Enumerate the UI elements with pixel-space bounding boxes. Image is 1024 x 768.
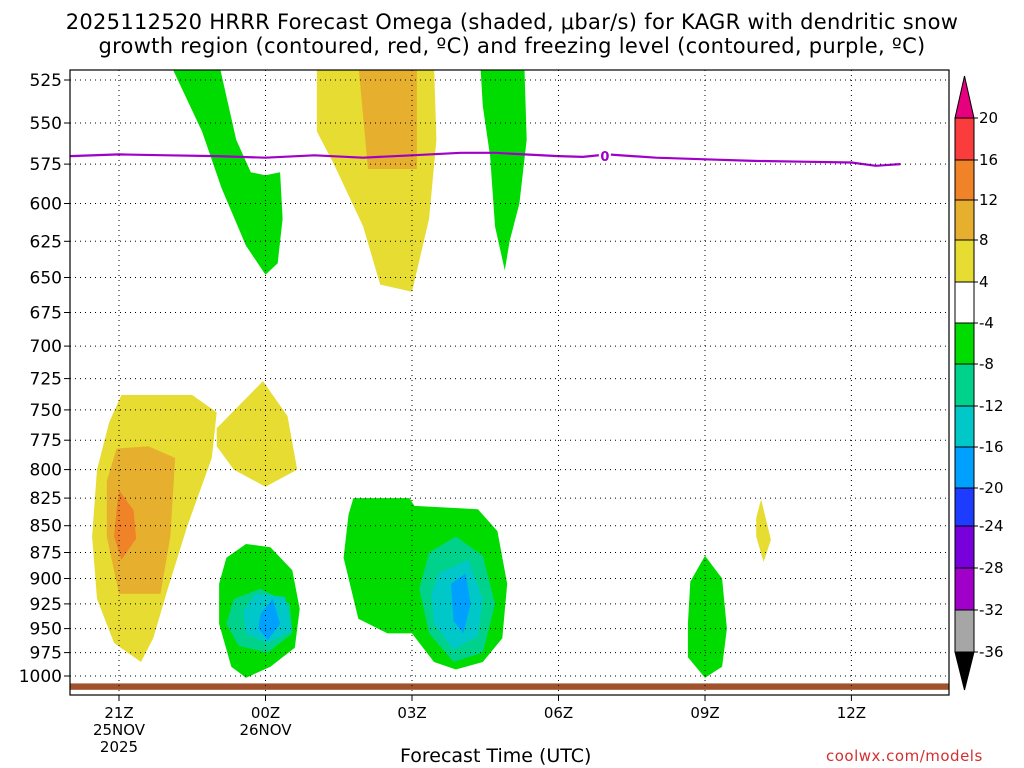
y-tick-label: 725 xyxy=(30,370,62,390)
colorbar-segment xyxy=(954,239,975,283)
colorbar-tick-label: 16 xyxy=(979,151,998,169)
colorbar-tick-label: -12 xyxy=(979,397,1004,415)
colorbar: -36 -32 -28 -24 -20 -16 -12 -8 -4 4 8 12 16 20 xyxy=(954,75,1004,691)
x-tick-label: 26NOV xyxy=(239,721,292,739)
region-green-upper-00z xyxy=(173,70,283,275)
colorbar-tick-label: -20 xyxy=(979,479,1004,497)
colorbar-tick-label: -16 xyxy=(979,438,1004,456)
x-tick-label: 25NOV xyxy=(93,721,146,739)
chart-title-line-1: 2025112520 HRRR Forecast Omega (shaded, … xyxy=(65,10,959,34)
colorbar-tick-label: 4 xyxy=(979,273,989,291)
x-tick-label: 09Z xyxy=(690,704,719,722)
y-tick-label: 875 xyxy=(30,544,62,564)
y-tick-label: 800 xyxy=(30,461,62,481)
colorbar-tick-label: 20 xyxy=(979,109,998,127)
y-tick-label: 600 xyxy=(30,195,62,215)
y-tick-label: 1000 xyxy=(19,667,62,687)
chart-title-line-2: growth region (contoured, red, ºC) and f… xyxy=(98,34,926,58)
colorbar-tick-label: -36 xyxy=(979,643,1004,661)
y-tick-label: 625 xyxy=(30,232,62,252)
region-orange-upper-03z xyxy=(358,70,417,169)
y-tick-label: 950 xyxy=(30,620,62,640)
x-tick-label: 00Z xyxy=(251,704,280,722)
y-tick-label: 650 xyxy=(30,269,62,289)
region-yellow-near-00z xyxy=(216,381,298,487)
freezing-level-line xyxy=(70,151,901,167)
plot-frame xyxy=(69,69,950,696)
colorbar-segment xyxy=(954,567,975,611)
y-tick-label: 925 xyxy=(30,595,62,615)
x-tick-label: 2025 xyxy=(100,738,138,756)
colorbar-segment xyxy=(954,322,975,365)
region-yellow-small-10z xyxy=(756,499,771,562)
colorbar-segment xyxy=(954,405,975,448)
chart-title: 2025112520 HRRR Forecast Omega (shaded, … xyxy=(0,10,1024,58)
surface-band xyxy=(70,683,949,690)
y-tick-label: 975 xyxy=(30,644,62,664)
y-tick-label: 575 xyxy=(30,155,62,175)
y-tick-label: 850 xyxy=(30,517,62,537)
colorbar-tick-label: -24 xyxy=(979,517,1004,535)
credit-link[interactable]: coolwx.com/models xyxy=(826,747,983,765)
x-tick-label: 21Z xyxy=(104,704,133,722)
freezing-level-label: 0 xyxy=(600,150,609,165)
colorbar-tick-label: -28 xyxy=(979,559,1004,577)
colorbar-tick-label: -4 xyxy=(979,314,994,332)
colorbar-segment xyxy=(954,199,975,241)
x-tick-label: 03Z xyxy=(397,704,426,722)
region-green-low-09z xyxy=(687,555,727,678)
x-tick-label: 12Z xyxy=(837,704,866,722)
colorbar-arrow-bottom xyxy=(954,651,975,691)
colorbar-segment xyxy=(954,609,975,653)
colorbar-tick-label: -8 xyxy=(979,355,994,373)
y-tick-label: 700 xyxy=(30,337,62,357)
colorbar-tick-label: 8 xyxy=(979,231,989,249)
y-tick-label: 775 xyxy=(30,431,62,451)
colorbar-segment xyxy=(954,525,975,569)
y-tick-label: 525 xyxy=(30,71,62,91)
x-tick-label: 06Z xyxy=(544,704,573,722)
colorbar-segment xyxy=(954,446,975,489)
colorbar-tick-label: -32 xyxy=(979,601,1004,619)
region-blue-low-00z xyxy=(258,598,281,641)
region-green-upper-05z xyxy=(480,70,527,271)
colorbar-segment xyxy=(954,487,975,527)
colorbar-segment xyxy=(954,159,975,201)
omega-regions: 0 xyxy=(70,70,949,690)
freezing-level-label-bg xyxy=(598,148,611,165)
colorbar-tick-label: 12 xyxy=(979,191,998,209)
colorbar-arrow-top xyxy=(954,75,975,119)
grid-lines: 525 550 575 600 625 650 675 700 725 750 775 800 825 8… xyxy=(19,70,949,756)
region-orange-low-left xyxy=(106,446,176,594)
region-darkorange-low-left xyxy=(114,490,137,560)
colorbar-segment xyxy=(954,281,975,324)
y-tick-label: 900 xyxy=(30,570,62,590)
y-tick-label: 675 xyxy=(30,304,62,324)
x-axis-label: Forecast Time (UTC) xyxy=(400,745,592,767)
y-tick-label: 550 xyxy=(30,114,62,134)
colorbar-segment xyxy=(954,117,975,161)
y-tick-label: 750 xyxy=(30,401,62,421)
colorbar-segment xyxy=(954,363,975,407)
y-tick-label: 825 xyxy=(30,489,62,509)
